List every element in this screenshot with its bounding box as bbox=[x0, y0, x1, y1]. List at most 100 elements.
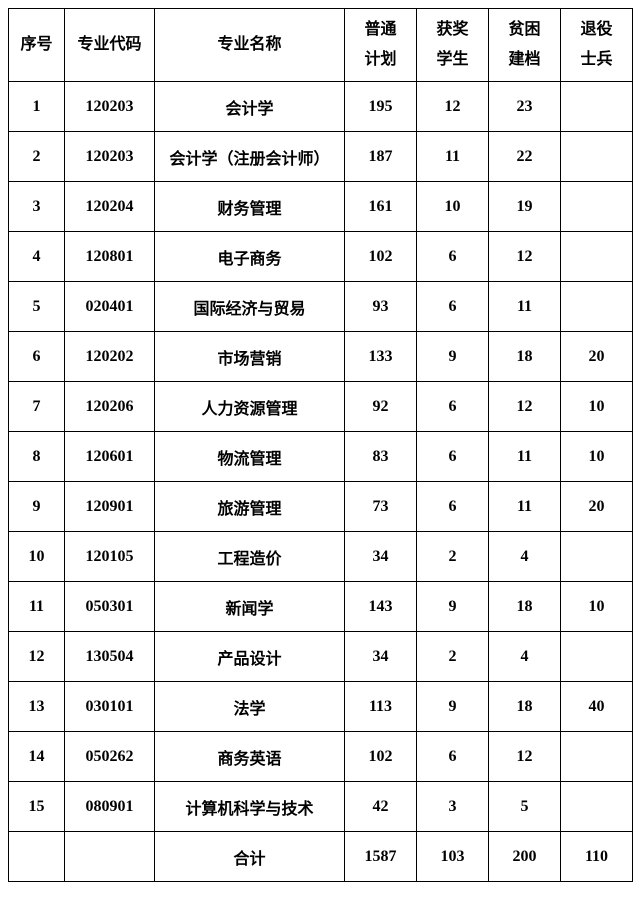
table-row: 4120801电子商务102612 bbox=[9, 232, 633, 282]
cell-name: 工程造价 bbox=[155, 532, 345, 582]
col-header-seq: 序号 bbox=[9, 9, 65, 82]
cell-seq: 11 bbox=[9, 582, 65, 632]
cell-vet bbox=[561, 132, 633, 182]
table-row: 3120204财务管理1611019 bbox=[9, 182, 633, 232]
table-footer: 合计 1587 103 200 110 bbox=[9, 832, 633, 882]
cell-code: 120203 bbox=[65, 82, 155, 132]
cell-plan: 133 bbox=[345, 332, 417, 382]
cell-plan: 34 bbox=[345, 632, 417, 682]
cell-poor: 12 bbox=[489, 732, 561, 782]
cell-seq: 10 bbox=[9, 532, 65, 582]
col-header-poor: 贫困建档 bbox=[489, 9, 561, 82]
table-row: 7120206人力资源管理9261210 bbox=[9, 382, 633, 432]
total-code bbox=[65, 832, 155, 882]
cell-vet: 10 bbox=[561, 582, 633, 632]
cell-code: 020401 bbox=[65, 282, 155, 332]
cell-name: 物流管理 bbox=[155, 432, 345, 482]
cell-plan: 92 bbox=[345, 382, 417, 432]
cell-code: 050262 bbox=[65, 732, 155, 782]
cell-award: 6 bbox=[417, 232, 489, 282]
cell-vet bbox=[561, 532, 633, 582]
cell-code: 120601 bbox=[65, 432, 155, 482]
cell-poor: 18 bbox=[489, 582, 561, 632]
cell-plan: 161 bbox=[345, 182, 417, 232]
cell-code: 120202 bbox=[65, 332, 155, 382]
cell-code: 130504 bbox=[65, 632, 155, 682]
cell-plan: 93 bbox=[345, 282, 417, 332]
cell-seq: 8 bbox=[9, 432, 65, 482]
col-header-vet: 退役士兵 bbox=[561, 9, 633, 82]
cell-vet bbox=[561, 632, 633, 682]
cell-poor: 19 bbox=[489, 182, 561, 232]
col-header-award: 获奖学生 bbox=[417, 9, 489, 82]
majors-table: 序号 专业代码 专业名称 普通计划 获奖学生 贫困建档 退役士兵 1120203… bbox=[8, 8, 633, 882]
cell-seq: 15 bbox=[9, 782, 65, 832]
total-poor: 200 bbox=[489, 832, 561, 882]
cell-award: 11 bbox=[417, 132, 489, 182]
col-header-plan: 普通计划 bbox=[345, 9, 417, 82]
cell-award: 9 bbox=[417, 682, 489, 732]
cell-name: 会计学 bbox=[155, 82, 345, 132]
cell-award: 9 bbox=[417, 332, 489, 382]
cell-poor: 5 bbox=[489, 782, 561, 832]
cell-seq: 6 bbox=[9, 332, 65, 382]
cell-vet bbox=[561, 232, 633, 282]
cell-plan: 113 bbox=[345, 682, 417, 732]
table-row: 6120202市场营销13391820 bbox=[9, 332, 633, 382]
cell-vet: 20 bbox=[561, 482, 633, 532]
cell-vet: 10 bbox=[561, 382, 633, 432]
cell-plan: 195 bbox=[345, 82, 417, 132]
cell-award: 6 bbox=[417, 482, 489, 532]
table-row: 2120203会计学（注册会计师）1871122 bbox=[9, 132, 633, 182]
cell-poor: 4 bbox=[489, 532, 561, 582]
cell-plan: 187 bbox=[345, 132, 417, 182]
cell-name: 计算机科学与技术 bbox=[155, 782, 345, 832]
cell-poor: 11 bbox=[489, 282, 561, 332]
table-row: 11050301新闻学14391810 bbox=[9, 582, 633, 632]
table-row: 10120105工程造价3424 bbox=[9, 532, 633, 582]
cell-award: 3 bbox=[417, 782, 489, 832]
cell-seq: 4 bbox=[9, 232, 65, 282]
cell-vet bbox=[561, 782, 633, 832]
cell-poor: 18 bbox=[489, 332, 561, 382]
total-plan: 1587 bbox=[345, 832, 417, 882]
cell-name: 商务英语 bbox=[155, 732, 345, 782]
cell-poor: 11 bbox=[489, 482, 561, 532]
cell-award: 9 bbox=[417, 582, 489, 632]
total-row: 合计 1587 103 200 110 bbox=[9, 832, 633, 882]
total-seq bbox=[9, 832, 65, 882]
col-header-code: 专业代码 bbox=[65, 9, 155, 82]
cell-code: 120203 bbox=[65, 132, 155, 182]
total-award: 103 bbox=[417, 832, 489, 882]
cell-seq: 14 bbox=[9, 732, 65, 782]
cell-name: 人力资源管理 bbox=[155, 382, 345, 432]
cell-poor: 18 bbox=[489, 682, 561, 732]
cell-name: 财务管理 bbox=[155, 182, 345, 232]
cell-vet bbox=[561, 732, 633, 782]
cell-code: 080901 bbox=[65, 782, 155, 832]
cell-vet bbox=[561, 282, 633, 332]
cell-vet bbox=[561, 182, 633, 232]
table-row: 8120601物流管理8361110 bbox=[9, 432, 633, 482]
cell-vet: 40 bbox=[561, 682, 633, 732]
cell-vet bbox=[561, 82, 633, 132]
cell-name: 国际经济与贸易 bbox=[155, 282, 345, 332]
cell-award: 6 bbox=[417, 282, 489, 332]
cell-name: 法学 bbox=[155, 682, 345, 732]
table-row: 1120203会计学1951223 bbox=[9, 82, 633, 132]
cell-code: 120901 bbox=[65, 482, 155, 532]
col-header-name: 专业名称 bbox=[155, 9, 345, 82]
cell-seq: 1 bbox=[9, 82, 65, 132]
cell-plan: 102 bbox=[345, 232, 417, 282]
cell-code: 050301 bbox=[65, 582, 155, 632]
cell-award: 12 bbox=[417, 82, 489, 132]
cell-plan: 42 bbox=[345, 782, 417, 832]
cell-plan: 73 bbox=[345, 482, 417, 532]
cell-seq: 2 bbox=[9, 132, 65, 182]
cell-award: 2 bbox=[417, 532, 489, 582]
cell-seq: 9 bbox=[9, 482, 65, 532]
table-row: 9120901旅游管理7361120 bbox=[9, 482, 633, 532]
table-row: 5020401国际经济与贸易93611 bbox=[9, 282, 633, 332]
cell-plan: 143 bbox=[345, 582, 417, 632]
cell-seq: 3 bbox=[9, 182, 65, 232]
